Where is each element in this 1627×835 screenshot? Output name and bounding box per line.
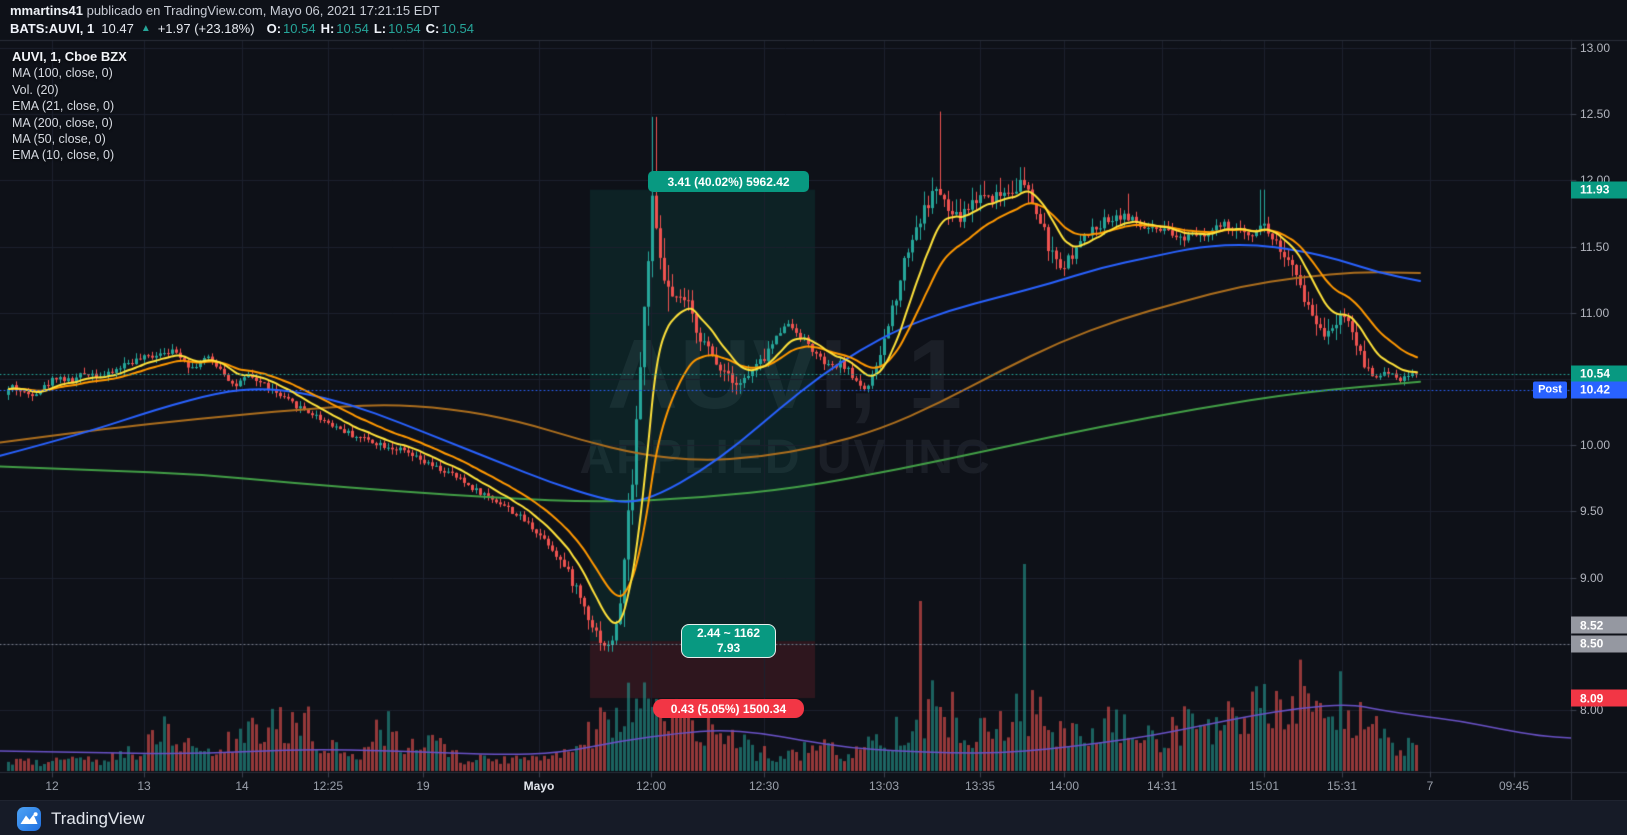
ohlc-values: O: 10.54 H: 10.54 L: 10.54 C: 10.54 bbox=[262, 21, 474, 36]
up-arrow-icon: ▲ bbox=[140, 23, 151, 34]
position-entry-line1: 2.44 ~ 1162 bbox=[696, 626, 761, 640]
time-label: 12 bbox=[45, 779, 59, 793]
ohlc-label: C: bbox=[425, 21, 440, 36]
change-value: +1.97 (+23.18%) bbox=[157, 21, 255, 36]
time-label: 13:03 bbox=[868, 779, 900, 793]
legend-row-1[interactable]: MA (100, close, 0) bbox=[12, 66, 113, 81]
price-tick: 10.00 bbox=[1580, 438, 1611, 453]
price-axis[interactable]: 13.0012.5012.0011.5011.0010.009.509.008.… bbox=[1571, 40, 1627, 800]
footer: TradingView bbox=[0, 800, 1627, 835]
time-label: Mayo bbox=[523, 779, 555, 793]
price-tick: 11.50 bbox=[1580, 239, 1610, 254]
price-tick: 13.00 bbox=[1580, 41, 1611, 55]
position-target-badge[interactable]: 3.41 (40.02%) 5962.42 bbox=[648, 171, 809, 192]
legend-row-0[interactable]: AUVI, 1, Cboe BZX bbox=[12, 49, 127, 64]
indicator-legend: AUVI, 1, Cboe BZX MA (100, close, 0) Vol. … bbox=[12, 49, 127, 164]
price-tick: 12.50 bbox=[1580, 107, 1611, 122]
symbol-ohlc-row: BATS:AUVI, 1 10.47 ▲ +1.97 (+23.18%) O: 1… bbox=[10, 20, 474, 37]
time-label: 12:00 bbox=[635, 779, 667, 793]
legend-row-4[interactable]: MA (200, close, 0) bbox=[12, 115, 113, 130]
price-tick: 9.00 bbox=[1580, 570, 1604, 585]
time-label: 12:25 bbox=[312, 779, 344, 793]
ohlc-label: H: bbox=[320, 21, 335, 36]
legend-row-3[interactable]: EMA (21, close, 0) bbox=[12, 99, 115, 114]
time-label: 12:30 bbox=[748, 779, 780, 793]
publish-text: publicado en TradingView.com, Mayo 06, 2… bbox=[82, 3, 440, 18]
username: mmartins41 bbox=[10, 3, 83, 18]
time-axis[interactable]: 12 13 14 12:25 19 Mayo 12:00 12:30 13:03 13:35 14:… bbox=[0, 772, 1627, 800]
time-label: 14 bbox=[235, 779, 249, 793]
price-tick: 11.00 bbox=[1580, 305, 1610, 320]
time-label: 15:31 bbox=[1326, 779, 1358, 793]
price-badge-8.52: 8.52 bbox=[1571, 616, 1627, 634]
position-stop-badge[interactable]: 0.43 (5.05%) 1500.34 bbox=[653, 699, 804, 718]
header: mmartins41 publicado en TradingView.com,… bbox=[10, 3, 474, 37]
tradingview-logo-icon[interactable] bbox=[16, 806, 42, 832]
position-entry-line2: 7.93 bbox=[716, 641, 741, 655]
time-label: 14:00 bbox=[1048, 779, 1080, 793]
price-badge-8.50: 8.50 bbox=[1571, 635, 1627, 653]
symbol-label[interactable]: BATS:AUVI, 1 bbox=[10, 21, 95, 36]
ohlc-value: 10.54 bbox=[336, 21, 369, 36]
legend-row-2[interactable]: Vol. (20) bbox=[12, 82, 59, 97]
ohlc-value: 10.54 bbox=[283, 21, 316, 36]
price-badge-10.54: 10.54 bbox=[1571, 365, 1627, 383]
time-label: 09:45 bbox=[1498, 779, 1530, 793]
price-badge-10.42: 10.42 bbox=[1571, 381, 1627, 399]
time-label: 13:35 bbox=[964, 779, 996, 793]
legend-row-5[interactable]: MA (50, close, 0) bbox=[12, 132, 106, 147]
time-label: 15:01 bbox=[1248, 779, 1280, 793]
time-label: 14:31 bbox=[1146, 779, 1178, 793]
position-entry-badge[interactable]: 2.44 ~ 1162 7.93 bbox=[681, 624, 776, 658]
ohlc-value: 10.54 bbox=[441, 21, 474, 36]
legend-row-6[interactable]: EMA (10, close, 0) bbox=[12, 148, 115, 163]
ohlc-value: 10.54 bbox=[388, 21, 421, 36]
post-market-chip: Post bbox=[1533, 381, 1567, 399]
price-tick: 9.50 bbox=[1580, 504, 1604, 519]
time-label: 7 bbox=[1426, 779, 1434, 793]
time-label: 19 bbox=[416, 779, 430, 793]
last-price: 10.47 bbox=[101, 21, 134, 36]
publish-info: mmartins41 publicado en TradingView.com,… bbox=[10, 3, 474, 20]
time-label: 13 bbox=[137, 779, 151, 793]
ohlc-label: O: bbox=[266, 21, 282, 36]
price-badge-8.09: 8.09 bbox=[1571, 689, 1627, 707]
price-badge-11.93: 11.93 bbox=[1571, 181, 1627, 199]
brand-name: TradingView bbox=[51, 808, 145, 828]
ohlc-label: L: bbox=[373, 21, 387, 36]
